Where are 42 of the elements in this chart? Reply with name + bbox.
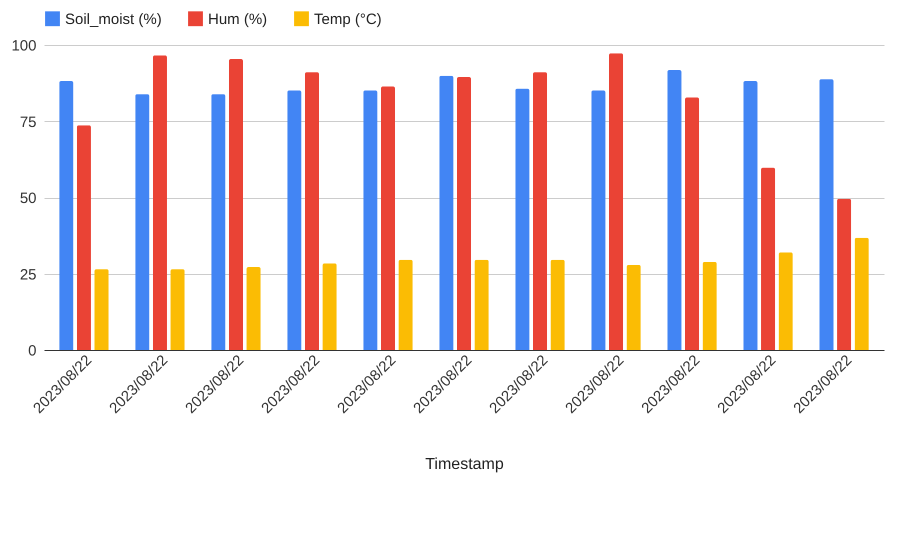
bar [439,76,454,350]
bar [59,80,74,350]
bar [761,168,776,350]
y-tick-label: 100 [11,38,36,54]
bar [702,262,717,350]
bar [380,86,396,350]
bar [76,125,91,350]
bar [211,94,226,350]
legend-label: Temp (°C) [314,10,382,28]
legend-label: Hum (%) [208,10,268,28]
bar [456,77,472,350]
bar [152,55,167,350]
bar [626,264,641,350]
bar [474,260,489,350]
bar [94,269,109,350]
y-tick-label: 75 [20,114,36,131]
bar [684,97,700,350]
bar [819,79,834,350]
bar [515,88,530,350]
bar [532,72,548,350]
bar [591,90,606,350]
bar [743,80,758,350]
x-axis-title: Timestamp [425,456,504,474]
bar [667,70,682,350]
bar [837,198,852,350]
bar [363,90,378,350]
bar [228,59,244,350]
bar [778,252,793,350]
bar [287,90,302,350]
bar [608,53,624,350]
y-tick-label: 0 [28,342,36,360]
bar [322,263,337,350]
y-tick-label: 25 [20,266,36,284]
bar [550,260,565,350]
bar [398,260,413,350]
y-tick-label: 50 [20,190,36,207]
bar [135,94,150,350]
bar [170,269,185,350]
legend-label: Soil_moist (%) [65,10,162,28]
bar [304,72,320,350]
bar [246,267,261,350]
bar [854,238,869,350]
